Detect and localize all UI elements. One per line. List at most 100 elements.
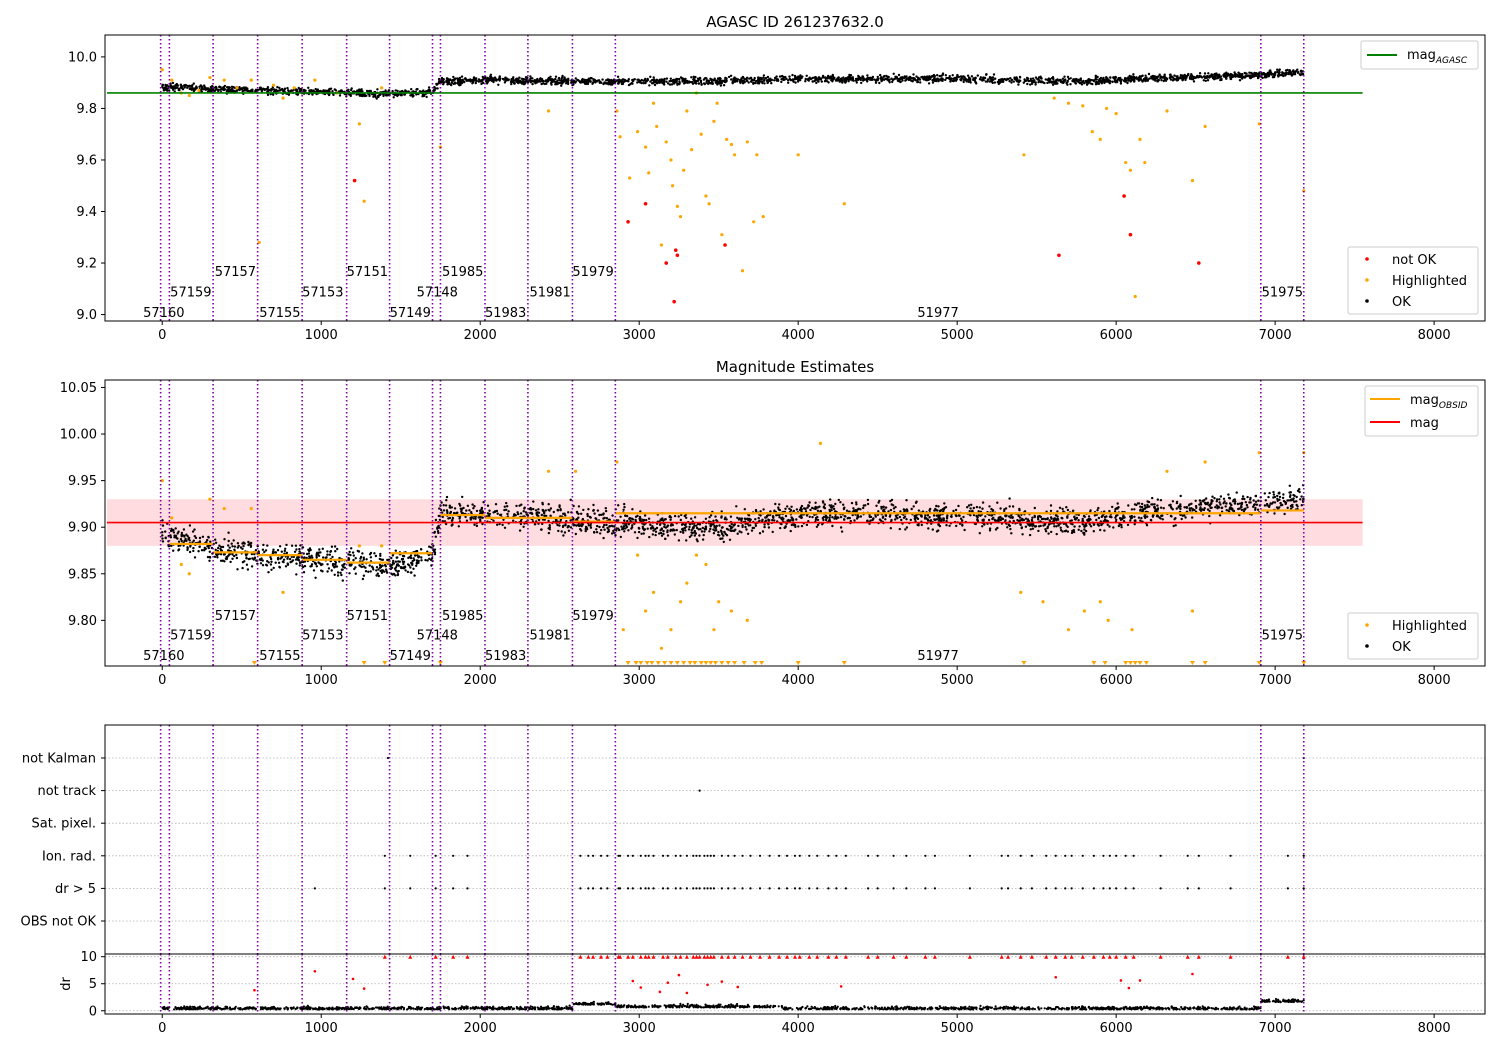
ok-point <box>623 505 626 509</box>
ok-point <box>780 75 783 78</box>
ok-point <box>523 506 526 509</box>
ok-point <box>376 572 379 575</box>
ok-point <box>1060 80 1064 84</box>
ok-point <box>1092 530 1096 533</box>
ok-point <box>352 558 355 562</box>
ok-point <box>374 554 378 558</box>
ok-point <box>278 86 281 90</box>
ok-point <box>562 80 566 83</box>
ok-point <box>727 75 731 79</box>
ok-point <box>1099 528 1102 532</box>
ok-point <box>937 523 940 526</box>
ok-point <box>327 567 331 570</box>
ok-point <box>360 565 364 569</box>
ok-point <box>1017 83 1020 86</box>
not-ok-point <box>626 220 630 224</box>
ok-point <box>1181 514 1185 517</box>
highlighted-point <box>670 184 675 188</box>
ok-point <box>442 504 445 507</box>
ok-point <box>532 500 535 503</box>
ok-point <box>522 525 525 528</box>
ok-point <box>730 78 733 81</box>
ok-point <box>1132 73 1135 76</box>
ok-point <box>677 539 681 542</box>
ok-point <box>1184 76 1187 80</box>
ok-point <box>750 529 754 532</box>
highlighted-point <box>659 243 664 247</box>
ok-point <box>845 509 849 512</box>
ok-point <box>1155 75 1158 79</box>
ok-point <box>873 78 876 81</box>
ok-point <box>379 552 382 556</box>
ok-point <box>1169 78 1173 81</box>
ok-point <box>1240 506 1243 509</box>
ok-point <box>866 74 869 77</box>
ok-point <box>710 82 713 85</box>
ok-point <box>1219 503 1222 506</box>
ok-point <box>948 77 951 81</box>
highlighted-point <box>755 153 759 157</box>
ok-point <box>1138 75 1142 78</box>
y-tick-label: 9.6 <box>76 153 97 168</box>
ok-point <box>161 531 164 534</box>
ok-point <box>1241 74 1244 78</box>
ok-point <box>962 78 966 81</box>
ok-point <box>473 523 476 526</box>
ok-point <box>401 89 404 93</box>
ok-point <box>269 557 273 561</box>
highlighted-point <box>707 202 711 206</box>
ok-point <box>269 89 273 92</box>
ok-point <box>1044 78 1047 81</box>
ok-point <box>1251 75 1254 79</box>
ok-point <box>641 518 644 521</box>
ok-point <box>295 562 298 565</box>
ok-point <box>1096 509 1099 512</box>
ok-point <box>763 82 766 85</box>
ok-point <box>1063 530 1067 533</box>
ok-point <box>880 505 883 509</box>
ok-point <box>715 80 718 84</box>
ok-point <box>1257 74 1260 77</box>
ok-point <box>1169 505 1173 509</box>
ok-point <box>690 529 693 532</box>
ok-point <box>518 504 521 507</box>
ok-point <box>208 550 211 553</box>
ok-point <box>1008 80 1011 83</box>
obsid-label: 51983 <box>485 306 526 321</box>
ok-point <box>368 553 372 556</box>
ok-point <box>1278 498 1281 501</box>
ok-point <box>1085 83 1089 86</box>
ok-point <box>643 514 647 517</box>
ok-point <box>1133 508 1136 511</box>
ok-point <box>999 518 1002 522</box>
ok-point <box>1218 514 1222 517</box>
ok-point <box>1029 79 1032 82</box>
ok-point <box>903 75 906 78</box>
ok-point <box>1061 507 1064 511</box>
top-legend-upper: magAGASC <box>1360 40 1479 70</box>
ok-point <box>1203 498 1206 502</box>
ok-point <box>577 516 580 519</box>
ok-point <box>669 518 672 521</box>
ok-point <box>1146 515 1149 518</box>
ok-point <box>1256 508 1260 511</box>
ok-point <box>1120 78 1123 81</box>
ok-point <box>1133 79 1136 83</box>
ok-point <box>1017 80 1021 84</box>
ok-point <box>554 75 558 78</box>
ok-point <box>1055 532 1058 536</box>
x-tick-label: 0 <box>158 328 166 343</box>
obsid-label: 57159 <box>170 285 211 300</box>
ok-point <box>962 80 965 84</box>
ok-point <box>905 518 908 521</box>
ok-point <box>1094 74 1098 78</box>
ok-point <box>175 83 178 87</box>
ok-point <box>531 77 534 80</box>
ok-point <box>217 546 220 550</box>
ok-point <box>720 515 723 518</box>
ok-point <box>358 564 361 567</box>
ok-point <box>164 87 167 90</box>
ok-point <box>864 504 867 507</box>
ok-point <box>816 518 820 522</box>
ok-point <box>456 511 459 514</box>
